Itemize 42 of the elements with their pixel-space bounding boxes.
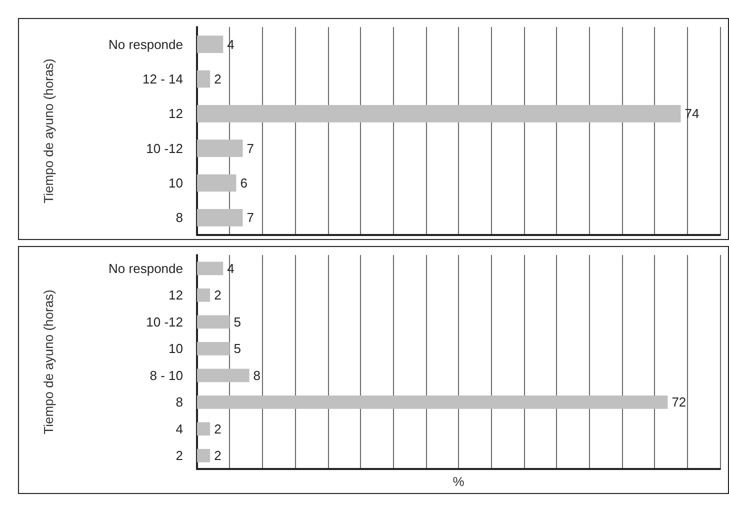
y-tick-label: No responde: [108, 260, 183, 276]
y-axis-title: Tiempo de ayuno (horas): [41, 58, 56, 204]
y-tick-label: 10 -12: [146, 140, 183, 156]
y-tick-label: 10 -12: [146, 314, 183, 330]
x-axis-title: %: [452, 474, 465, 489]
bar: [197, 315, 230, 329]
data-label: 5: [234, 314, 241, 330]
y-tick-label: 8 - 10: [150, 368, 183, 383]
bar: [197, 342, 230, 356]
bar: [197, 70, 210, 88]
y-tick-label: 4: [176, 421, 183, 436]
y-tick-label: 12: [168, 288, 183, 303]
bar: [197, 140, 243, 157]
data-label: 2: [214, 448, 222, 464]
data-label: 72: [672, 394, 686, 410]
bar: [197, 288, 210, 302]
data-label: 7: [246, 210, 254, 226]
data-label: 2: [214, 288, 222, 303]
bar: [197, 395, 668, 409]
y-tick-label: 10: [168, 341, 183, 356]
data-label: 5: [234, 341, 241, 356]
y-tick-label: 10: [168, 176, 183, 190]
bar: [197, 105, 681, 122]
data-label: 2: [214, 72, 222, 86]
y-tick-label: 2: [176, 448, 183, 464]
bar: [197, 422, 210, 436]
data-label: 8: [253, 368, 261, 383]
y-axis-title: Tiempo de ayuno (horas): [41, 290, 56, 434]
bar: [197, 174, 236, 192]
y-tick-label: 8: [176, 394, 183, 410]
y-tick-label: 8: [176, 210, 183, 226]
data-label: 7: [246, 140, 254, 156]
y-tick-label: No responde: [108, 36, 183, 52]
y-tick-label: 12 - 14: [142, 72, 183, 86]
data-label: 6: [240, 176, 248, 190]
bar: [197, 262, 224, 276]
data-label: 2: [214, 421, 222, 436]
bar: [197, 209, 243, 226]
bar: [197, 36, 224, 53]
y-tick-label: 12: [168, 106, 183, 122]
bar: [197, 448, 210, 462]
bar: [197, 368, 250, 382]
